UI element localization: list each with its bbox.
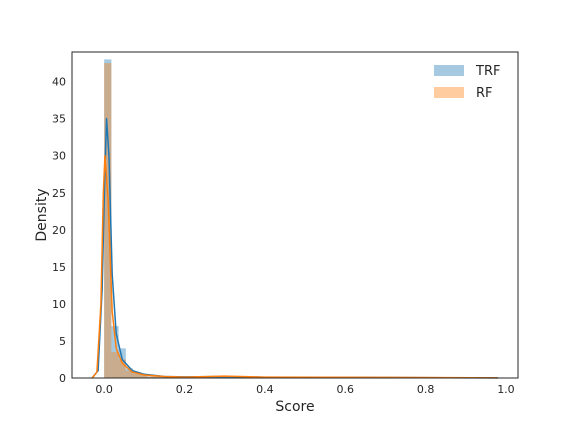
y-tick-label: 40: [52, 76, 66, 89]
x-tick-label: 0.8: [417, 383, 435, 396]
x-tick-label: 0.6: [336, 383, 354, 396]
y-axis-ticks: 0 5 10 15 20 25 30 35 40: [52, 76, 66, 385]
hist-bar-rf-1: [111, 352, 118, 378]
plot-frame: [72, 52, 518, 378]
x-tick-label: 0.4: [256, 383, 274, 396]
x-axis-ticks: 0.0 0.2 0.4 0.6 0.8 1.0: [95, 383, 514, 396]
legend-label-rf: RF: [476, 86, 493, 101]
y-tick-label: 0: [59, 372, 66, 385]
legend-swatch-rf: [434, 87, 464, 98]
legend-swatch-trf: [434, 65, 464, 76]
y-tick-label: 25: [52, 187, 66, 200]
y-tick-label: 20: [52, 224, 66, 237]
kde-line-trf: [92, 119, 498, 378]
kde-line-rf: [92, 156, 498, 378]
y-tick-label: 35: [52, 113, 66, 126]
x-tick-label: 1.0: [497, 383, 515, 396]
y-tick-label: 10: [52, 298, 66, 311]
bars-layer: [104, 59, 502, 378]
y-tick-label: 15: [52, 261, 66, 274]
x-tick-label: 0.2: [176, 383, 194, 396]
legend: TRF RF: [434, 64, 500, 101]
x-axis-label: Score: [275, 399, 314, 415]
y-tick-label: 5: [59, 335, 66, 348]
kde-layer: [92, 119, 498, 378]
y-tick-label: 30: [52, 150, 66, 163]
y-axis-label: Density: [34, 188, 50, 241]
legend-label-trf: TRF: [475, 64, 500, 79]
x-tick-label: 0.0: [95, 383, 113, 396]
